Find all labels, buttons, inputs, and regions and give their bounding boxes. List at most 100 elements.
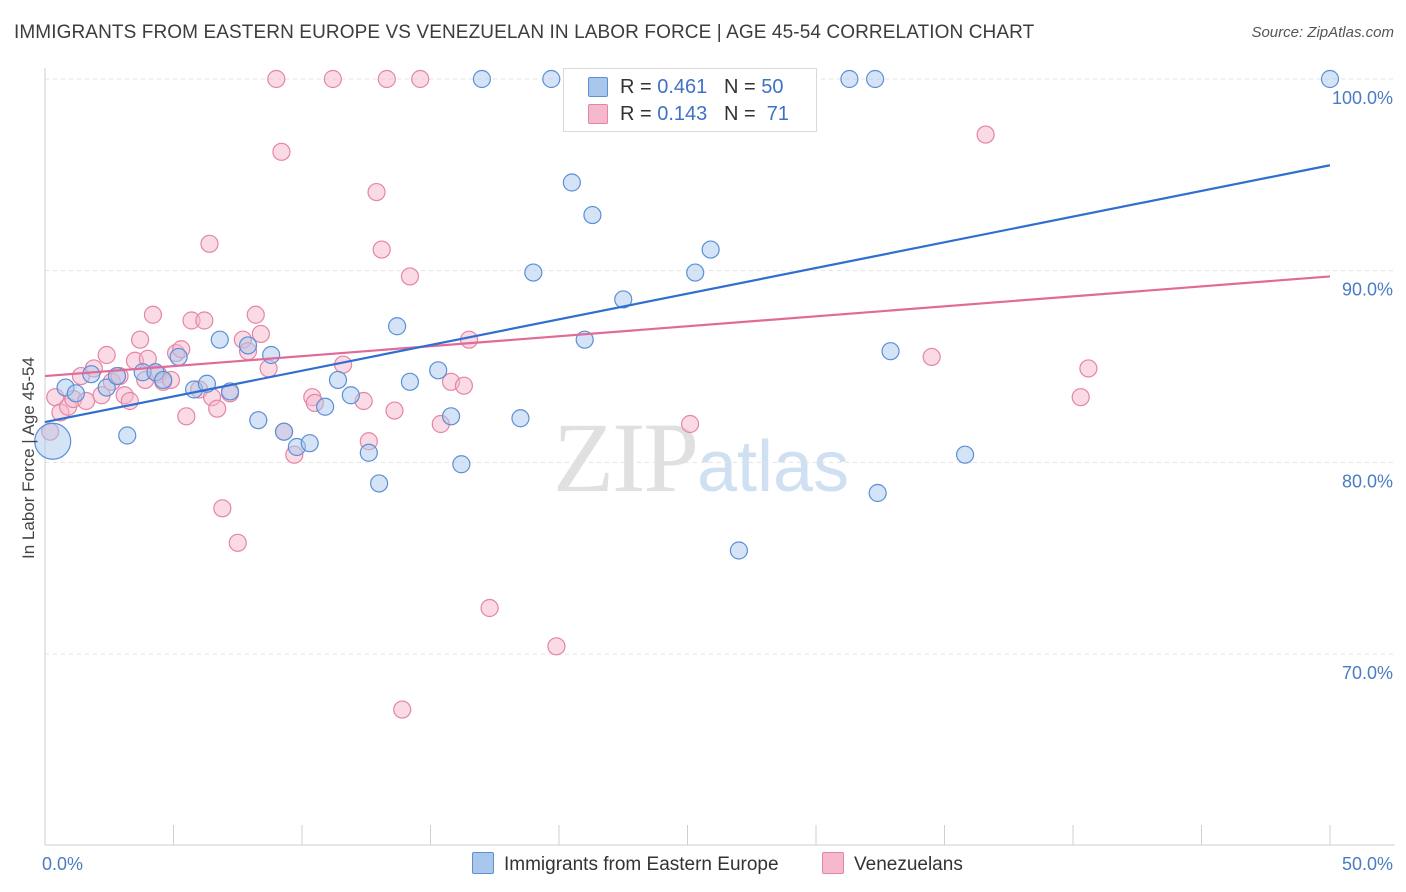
legend-swatch-blue — [588, 77, 608, 97]
venezuelans-point-40 — [272, 142, 291, 161]
chart-source: Source: ZipAtlas.com — [1251, 24, 1394, 41]
eastern-europe-point-32 — [511, 409, 530, 428]
eastern-europe-point-15 — [238, 336, 258, 355]
eastern-europe-point-9 — [154, 370, 173, 390]
watermark-atlas: atlas — [697, 427, 850, 507]
eastern-europe-point-6 — [118, 426, 137, 445]
eastern-europe-point-25 — [370, 474, 389, 493]
venezuelans-point-66 — [1079, 359, 1098, 378]
trend-lines — [44, 164, 1331, 424]
venezuelans-point-53 — [393, 700, 412, 719]
y-tick-label-70: 70.0% — [1342, 663, 1393, 683]
bottom-legend-label-pink: Venezuelans — [854, 854, 963, 875]
eastern-europe-point-22 — [328, 370, 348, 390]
eastern-europe-point-2 — [66, 384, 85, 403]
eastern-europe-point-47 — [881, 342, 900, 361]
eastern-europe-point-30 — [452, 455, 471, 474]
eastern-europe-point-44 — [840, 69, 859, 89]
venezuelans-point-54 — [400, 267, 420, 286]
venezuelans-point-31 — [213, 499, 232, 518]
chart-title: IMMIGRANTS FROM EASTERN EUROPE VS VENEZU… — [14, 22, 1035, 43]
eastern-europe-point-46 — [868, 483, 887, 503]
venezuelans-point-45 — [323, 69, 342, 89]
venezuelans-point-39 — [267, 69, 286, 89]
venezuelans-point-62 — [680, 414, 700, 434]
venezuelans-point-63 — [922, 347, 941, 367]
eastern-europe-point-14 — [220, 382, 240, 401]
eastern-europe-point-38 — [614, 290, 633, 309]
bottom-legend-label-blue: Immigrants from Eastern Europe — [504, 854, 779, 875]
r-label: R = — [620, 103, 652, 125]
eastern-europe-points — [34, 69, 1340, 560]
y-axis-label: In Labor Force | Age 45-54 — [19, 357, 38, 559]
eastern-europe-point-13 — [210, 330, 229, 349]
legend-text-venezuelans: R = 0.143 N = 71 — [620, 103, 789, 126]
eastern-europe-point-48 — [955, 445, 975, 464]
eastern-europe-point-4 — [97, 378, 116, 397]
x-tick-label-max: 50.0% — [1342, 854, 1393, 874]
eastern-europe-point-49 — [1320, 69, 1340, 89]
venezuelans-point-15 — [130, 330, 150, 349]
legend-text-eastern-europe: R = 0.461 N = 50 — [620, 76, 783, 99]
r-value-pink: 0.143 — [657, 103, 708, 125]
venezuelans-point-58 — [454, 376, 474, 395]
bottom-legend-swatch-pink — [822, 852, 844, 874]
eastern-europe-point-37 — [583, 205, 602, 225]
venezuelans-point-59 — [459, 330, 479, 349]
venezuelans-point-60 — [480, 598, 499, 618]
watermark-zip: ZIP — [553, 402, 699, 513]
eastern-europe-point-40 — [686, 263, 705, 282]
eastern-europe-point-26 — [387, 317, 407, 336]
eastern-europe-point-21 — [316, 397, 335, 416]
n-value-pink: 71 — [766, 103, 790, 125]
venezuelans-point-52 — [385, 401, 404, 420]
eastern-europe-point-17 — [262, 345, 281, 365]
eastern-europe-point-27 — [400, 372, 420, 391]
eastern-europe-point-45 — [866, 69, 885, 89]
r-label: R = — [620, 76, 652, 98]
eastern-europe-trend-line — [44, 164, 1331, 424]
bottom-legend-eastern-europe: Immigrants from Eastern Europe — [472, 852, 779, 876]
n-label: N = — [723, 103, 756, 125]
venezuelans-trend-line — [44, 275, 1331, 378]
bottom-legend-swatch-blue — [472, 852, 494, 874]
grid-lines — [45, 78, 1395, 655]
venezuelans-point-51 — [377, 69, 396, 89]
venezuelans-point-9 — [97, 345, 116, 365]
eastern-europe-point-20 — [300, 434, 319, 453]
eastern-europe-point-29 — [441, 407, 461, 426]
venezuelans-point-27 — [195, 311, 214, 330]
venezuelans-point-64 — [976, 125, 995, 144]
eastern-europe-point-16 — [249, 411, 268, 430]
y-tick-label-90: 90.0% — [1342, 280, 1393, 300]
eastern-europe-point-34 — [542, 69, 561, 89]
eastern-europe-point-35 — [562, 173, 581, 192]
venezuelans-point-65 — [1071, 388, 1090, 407]
venezuelans-point-55 — [411, 69, 430, 89]
eastern-europe-point-41 — [701, 240, 720, 259]
venezuelans-point-50 — [372, 240, 391, 259]
venezuelans-point-18 — [143, 305, 163, 324]
watermark: ZIPatlas — [553, 400, 849, 515]
bottom-legend-venezuelans: Venezuelans — [822, 852, 963, 876]
y-tick-label-100: 100.0% — [1332, 88, 1393, 108]
n-label: N = — [723, 76, 756, 98]
eastern-europe-point-0 — [34, 422, 72, 460]
venezuelans-point-30 — [208, 399, 227, 418]
venezuelans-point-36 — [246, 305, 265, 324]
venezuelans-point-33 — [228, 533, 247, 552]
eastern-europe-point-3 — [82, 365, 101, 384]
venezuelans-point-24 — [177, 407, 196, 426]
x-tick-label-min: 0.0% — [42, 854, 83, 874]
venezuelans-point-49 — [367, 182, 386, 202]
r-value-blue: 0.461 — [657, 76, 708, 98]
eastern-europe-point-42 — [729, 541, 749, 560]
venezuelans-point-28 — [200, 234, 219, 253]
venezuelans-point-37 — [251, 324, 270, 344]
axis-labels: 70.0% 80.0% 90.0% 100.0% 0.0% 50.0% In Labor F… — [19, 88, 1393, 874]
eastern-europe-point-31 — [472, 69, 491, 89]
venezuelans-point-61 — [547, 637, 566, 656]
n-value-blue: 50 — [761, 76, 784, 98]
eastern-europe-point-10 — [169, 347, 188, 367]
